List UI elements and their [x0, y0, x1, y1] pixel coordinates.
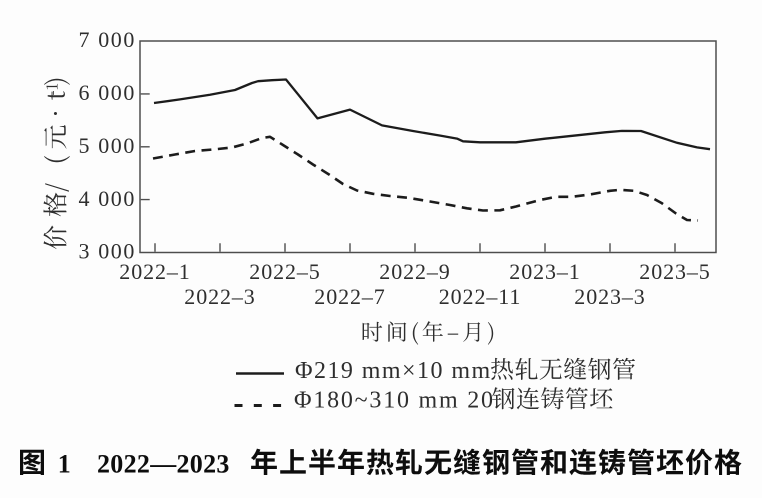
- svg-text:4 000: 4 000: [79, 186, 137, 211]
- svg-text:2022–9: 2022–9: [379, 259, 450, 284]
- svg-text:Φ219 mm×10 mm: Φ219 mm×10 mm: [295, 358, 492, 384]
- svg-text:2022–11: 2022–11: [439, 284, 521, 309]
- svg-text:3 000: 3 000: [79, 239, 137, 264]
- svg-text:6 000: 6 000: [79, 80, 137, 105]
- svg-text:2022–5: 2022–5: [249, 259, 320, 284]
- svg-text:2023–5: 2023–5: [639, 259, 710, 284]
- svg-text:2023–3: 2023–3: [574, 284, 645, 309]
- svg-text:7 000: 7 000: [79, 27, 137, 52]
- svg-text:Φ180~310 mm 20: Φ180~310 mm 20: [294, 388, 495, 414]
- svg-text:2022–3: 2022–3: [184, 284, 255, 309]
- svg-text:2022–7: 2022–7: [314, 284, 385, 309]
- svg-text:2022—2023: 2022—2023: [97, 450, 230, 479]
- svg-text:1: 1: [58, 450, 71, 479]
- svg-text:2023–1: 2023–1: [509, 259, 580, 284]
- svg-text:2022–1: 2022–1: [119, 259, 190, 284]
- svg-text:5 000: 5 000: [79, 133, 137, 158]
